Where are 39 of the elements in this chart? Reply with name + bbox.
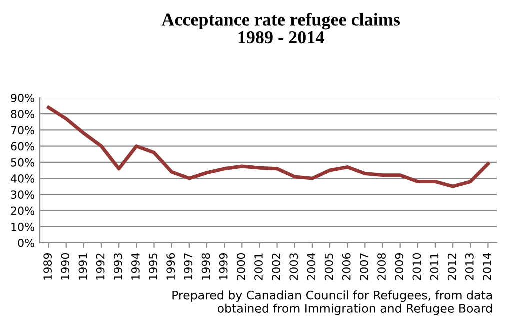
x-tick-label: 2003 (290, 254, 298, 280)
y-tick-label: 80% (11, 110, 35, 118)
x-tick-label: 2006 (342, 253, 351, 280)
y-tick-label: 10% (12, 222, 35, 232)
y-tick-label: 90% (11, 94, 35, 102)
x-tick-label: 2001 (254, 254, 263, 280)
x-tick-label: 1993 (114, 254, 122, 280)
x-tick-label: 1995 (149, 254, 158, 280)
line-series (47, 106, 490, 188)
chart-title: Acceptance rate refugee claims 1989 - 2014 (162, 13, 400, 44)
x-tick-label: 1994 (131, 253, 140, 280)
y-tick-label: 40% (10, 174, 35, 183)
x-tick-label: 1996 (166, 253, 176, 280)
x-tick-label: 2000 (236, 253, 246, 280)
y-tick-label: 70% (11, 126, 35, 135)
y-tick-label: 50% (11, 158, 35, 167)
y-tick-label: 20% (11, 206, 35, 216)
x-tick-label: 1999 (219, 254, 228, 280)
x-tick-label: 2007 (360, 254, 368, 280)
x-tick-label: 1990 (61, 253, 70, 280)
x-tick-label: 1992 (96, 254, 105, 280)
x-tick-label: 2013 (465, 254, 474, 280)
x-tick-label: 2008 (378, 253, 386, 280)
x-tick-label: 2011 (430, 254, 439, 280)
x-tick-label: 1997 (184, 254, 193, 280)
x-tick-label: 1991 (78, 254, 88, 280)
x-tick-label: 2012 (448, 254, 456, 280)
x-tick-label: 1998 (202, 253, 210, 280)
x-tick-label: 2010 (412, 253, 422, 280)
y-tick-label: 60% (11, 142, 35, 151)
text: Prepared by Canadian Council for Refugees, from data obtained from Immigration and Refugee Board (172, 290, 492, 316)
x-tick-label: 2002 (272, 254, 281, 280)
x-tick-label: 2009 (395, 254, 404, 280)
y-tick-label: 0% (18, 238, 35, 248)
x-tick-label: 2014 (483, 253, 492, 280)
y-tick-label: 30% (11, 190, 35, 200)
x-tick-label: 2005 (324, 254, 334, 280)
x-tick-label: 2004 (307, 253, 316, 280)
x-tick-label: 1989 (44, 254, 52, 280)
